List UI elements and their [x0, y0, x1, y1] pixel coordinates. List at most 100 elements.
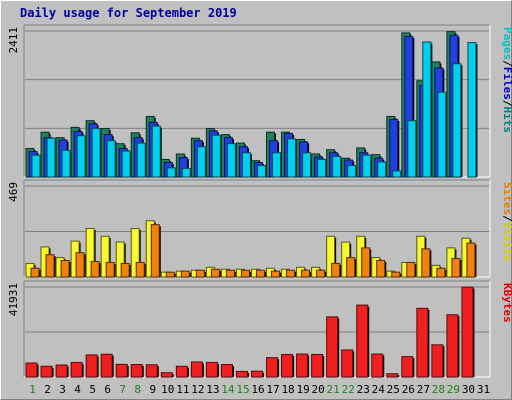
- bar-visits-day-5: [85, 227, 95, 278]
- bar-kbytes-day-2: [40, 365, 53, 378]
- bar-files-day-25: [389, 118, 399, 178]
- x-tick-label-22: 22: [342, 383, 355, 396]
- bar-sites-day-2: [45, 254, 55, 278]
- x-tick-label-26: 26: [402, 383, 415, 396]
- legend-top: Pages/Files/Hits: [501, 27, 512, 133]
- bar-pages-day-24: [377, 161, 387, 178]
- bar-pages-day-26: [407, 120, 417, 178]
- bar-kbytes-day-16: [251, 370, 263, 378]
- bar-sites-day-22: [346, 257, 356, 278]
- bar-sites-day-25: [391, 271, 401, 278]
- bar-kbytes-day-19: [296, 353, 309, 378]
- x-tick-label-1: 1: [29, 383, 36, 396]
- x-tick-label-19: 19: [296, 383, 309, 396]
- bar-pages-day-30: [467, 42, 477, 178]
- bar-kbytes-day-23: [356, 304, 369, 378]
- bar-pages-day-23: [362, 154, 372, 178]
- bar-sites-day-9: [150, 224, 160, 278]
- bar-kbytes-day-27: [416, 307, 429, 378]
- bar-kbytes-day-18: [281, 353, 294, 378]
- x-tick-label-16: 16: [251, 383, 264, 396]
- bar-sites-day-8: [135, 261, 145, 278]
- bar-sites-day-24: [376, 260, 386, 278]
- bar-kbytes-day-13: [205, 361, 218, 378]
- bar-kbytes-day-9: [145, 364, 158, 378]
- bar-sites-day-26: [406, 261, 416, 278]
- chart-title: Daily usage for September 2019: [20, 6, 237, 20]
- bar-kbytes-day-30: [461, 286, 474, 378]
- x-tick-label-24: 24: [372, 383, 386, 396]
- bar-kbytes-day-1: [25, 362, 38, 378]
- bar-pages-day-7: [121, 150, 131, 178]
- bar-pages-day-20: [317, 158, 327, 178]
- bar-pages-day-3: [61, 149, 71, 178]
- ymax-label-middle: 469: [7, 182, 20, 202]
- bar-sites-day-23: [361, 247, 371, 278]
- bar-sites-day-6: [105, 261, 115, 278]
- bar-sites-day-3: [60, 260, 70, 278]
- bar-kbytes-day-26: [401, 356, 414, 378]
- legend-middle: Sites/Visits: [501, 182, 512, 262]
- ymax-label-top: 2411: [7, 27, 20, 54]
- bar-kbytes-day-11: [175, 365, 188, 378]
- bar-kbytes-day-10: [160, 372, 173, 378]
- legend-entry: KBytes: [501, 283, 512, 323]
- bar-kbytes-day-20: [311, 353, 324, 378]
- legend-entry: /: [501, 60, 512, 67]
- x-tick-label-31: 31: [477, 383, 490, 396]
- bar-kbytes-day-8: [130, 364, 143, 378]
- bar-sites-day-12: [195, 269, 205, 278]
- x-tick-label-18: 18: [281, 383, 294, 396]
- legend-entry: Pages: [501, 27, 512, 60]
- x-tick-label-12: 12: [191, 383, 204, 396]
- bar-sites-day-11: [180, 270, 190, 278]
- bar-sites-day-13: [210, 268, 220, 278]
- bar-kbytes-day-17: [266, 357, 279, 378]
- bar-sites-day-7: [120, 262, 130, 278]
- bar-kbytes-day-12: [190, 361, 203, 378]
- bar-kbytes-day-24: [371, 353, 384, 378]
- x-tick-label-13: 13: [206, 383, 219, 396]
- bar-pages-day-12: [196, 146, 206, 178]
- bar-kbytes-day-4: [70, 361, 83, 378]
- bar-sites-day-29: [451, 258, 461, 278]
- bar-kbytes-day-29: [446, 314, 459, 378]
- legend-entry: Files: [501, 67, 512, 100]
- bar-pages-day-28: [437, 91, 447, 178]
- bar-pages-day-2: [46, 137, 56, 178]
- bar-kbytes-day-25: [386, 373, 399, 378]
- x-tick-label-20: 20: [312, 383, 325, 396]
- legend-entry: /: [501, 100, 512, 107]
- bar-pages-day-10: [166, 167, 176, 178]
- x-tick-label-21: 21: [327, 383, 340, 396]
- bar-kbytes-day-3: [55, 364, 68, 378]
- bar-sites-day-17: [271, 270, 281, 278]
- bar-kbytes-day-5: [85, 354, 98, 378]
- bar-sites-day-21: [331, 262, 341, 278]
- x-tick-label-17: 17: [266, 383, 279, 396]
- legend-entry: Hits: [501, 107, 512, 134]
- bar-sites-day-4: [75, 252, 85, 278]
- bar-pages-day-19: [302, 152, 312, 178]
- bar-pages-day-11: [181, 168, 191, 178]
- bar-pages-day-13: [211, 134, 221, 178]
- bar-sites-day-27: [421, 248, 431, 278]
- bar-sites-day-16: [255, 269, 265, 278]
- x-tick-label-3: 3: [59, 383, 66, 396]
- bar-sites-day-15: [240, 269, 250, 278]
- bar-pages-day-18: [287, 138, 297, 178]
- bar-visits-day-21: [326, 235, 336, 278]
- x-tick-label-4: 4: [74, 383, 81, 396]
- x-tick-label-14: 14: [221, 383, 235, 396]
- bar-sites-day-10: [165, 271, 175, 278]
- x-tick-label-29: 29: [447, 383, 460, 396]
- bar-pages-day-29: [452, 63, 462, 178]
- x-tick-label-15: 15: [236, 383, 249, 396]
- bar-pages-day-9: [151, 125, 161, 178]
- bar-kbytes-day-6: [100, 353, 113, 378]
- bar-sites-day-28: [436, 267, 446, 278]
- bar-sites-day-30: [466, 242, 476, 278]
- x-tick-label-8: 8: [134, 383, 141, 396]
